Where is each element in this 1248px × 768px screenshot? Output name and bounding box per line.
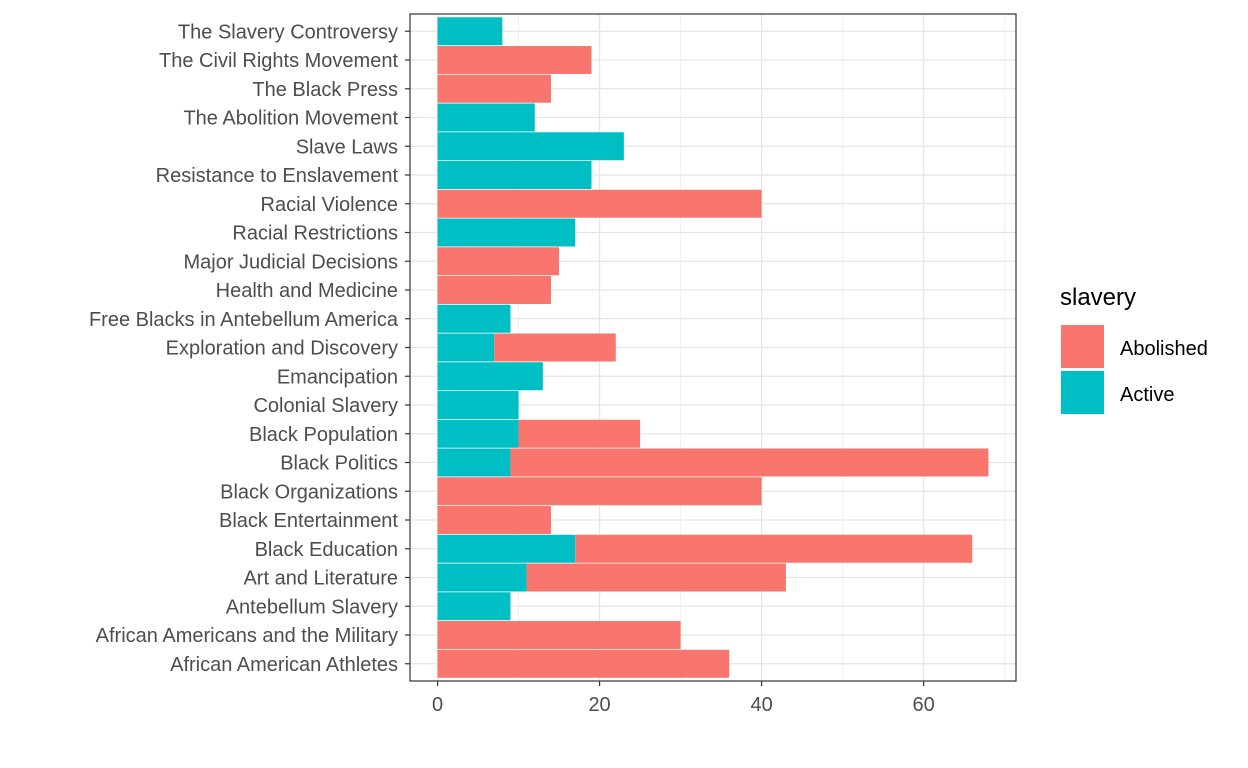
bar-abolished <box>437 276 551 304</box>
x-tick-label: 0 <box>432 694 443 716</box>
x-tick-label: 20 <box>588 694 610 716</box>
category-label: Antebellum Slavery <box>226 596 398 618</box>
bar-abolished <box>437 621 681 649</box>
category-label: Resistance to Enslavement <box>156 165 399 187</box>
legend-key-abolished <box>1061 325 1104 368</box>
legend-label-abolished: Abolished <box>1120 338 1208 360</box>
bar-abolished <box>437 506 551 534</box>
bar-active <box>437 304 511 333</box>
category-label: The Slavery Controversy <box>178 21 398 43</box>
category-label: Emancipation <box>277 366 398 388</box>
legend: slavery Abolished Active <box>1060 284 1208 414</box>
category-label: Black Population <box>249 424 398 446</box>
bar-abolished <box>437 74 551 103</box>
category-label: Black Education <box>255 539 398 561</box>
bar-abolished <box>437 477 762 506</box>
bar-active <box>437 391 519 419</box>
bar-abolished <box>437 247 560 276</box>
bar-active <box>437 132 624 161</box>
category-label: The Black Press <box>252 79 398 101</box>
bar-abolished <box>437 189 762 218</box>
bar-abolished <box>494 333 616 362</box>
bar-abolished <box>437 649 730 678</box>
bar-active <box>437 448 511 477</box>
bar-active <box>437 592 511 621</box>
bar-active <box>437 534 576 563</box>
category-label: The Civil Rights Movement <box>159 50 398 72</box>
x-tick-label: 40 <box>750 694 772 716</box>
bar-active <box>437 362 543 391</box>
bar-abolished <box>526 563 786 592</box>
category-label: The Abolition Movement <box>183 108 398 130</box>
category-label: Black Politics <box>280 453 398 475</box>
category-label: Art and Literature <box>243 568 398 590</box>
bar-active <box>437 161 592 189</box>
bar-active <box>437 17 503 46</box>
category-label: African Americans and the Military <box>96 625 398 647</box>
category-label: Colonial Slavery <box>253 395 398 417</box>
category-label: Slave Laws <box>296 136 398 158</box>
legend-key-active <box>1061 371 1104 414</box>
bar-active <box>437 103 535 132</box>
category-label: Health and Medicine <box>216 280 398 302</box>
category-label: Racial Restrictions <box>232 223 398 245</box>
bar-abolished <box>518 419 641 448</box>
bars <box>437 17 989 678</box>
category-label: Black Organizations <box>220 481 398 503</box>
category-label: African American Athletes <box>170 654 398 676</box>
bar-active <box>437 333 495 362</box>
bar-active <box>437 218 576 247</box>
bar-abolished <box>437 46 592 74</box>
category-label: Racial Violence <box>261 194 399 216</box>
legend-label-active: Active <box>1120 384 1174 406</box>
legend-title: slavery <box>1060 284 1136 311</box>
bar-active <box>437 419 519 448</box>
bar-active <box>437 563 527 592</box>
category-label: Exploration and Discovery <box>166 338 398 360</box>
category-label: Black Entertainment <box>219 510 398 532</box>
x-axis-ticks: 0 20 40 60 <box>432 681 935 716</box>
category-label: Major Judicial Decisions <box>183 251 398 273</box>
bar-abolished <box>510 448 989 477</box>
category-label: Free Blacks in Antebellum America <box>89 309 399 331</box>
bar-abolished <box>575 534 973 563</box>
x-tick-label: 60 <box>913 694 935 716</box>
category-labels: African American Athletes African America… <box>89 21 410 676</box>
